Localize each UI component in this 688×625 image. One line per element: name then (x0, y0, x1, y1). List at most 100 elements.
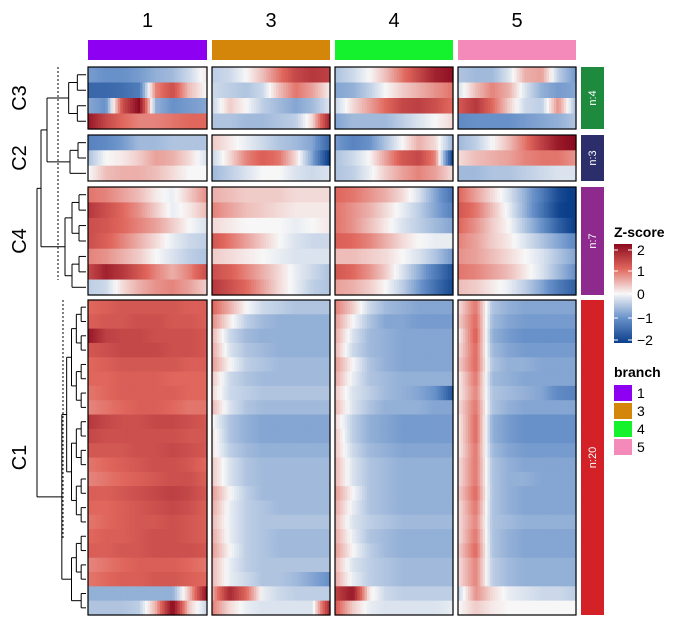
heat-cell (416, 428, 420, 444)
heat-cell (192, 150, 196, 167)
heat-cell (302, 342, 307, 358)
heat-cell (117, 233, 121, 250)
heat-cell (243, 414, 248, 430)
heat-cell (315, 187, 319, 204)
heat-cell (302, 82, 307, 99)
heat-cell (137, 328, 141, 344)
heat-cell (418, 135, 422, 151)
heat-cell (573, 400, 577, 416)
heat-cell (177, 428, 181, 444)
heat-cell (97, 67, 101, 84)
heat-cell (462, 150, 466, 167)
heat-cell (142, 443, 146, 459)
heat-cell (566, 342, 570, 358)
heat-cell (482, 217, 486, 234)
heat-cell (517, 279, 521, 296)
heat-cell (322, 217, 326, 234)
heat-cell (359, 202, 363, 219)
heat-cell (302, 371, 307, 387)
heat-cell (159, 400, 163, 416)
heat-cell (376, 113, 380, 130)
heat-cell (416, 443, 420, 459)
heat-cell (482, 264, 486, 281)
heat-cell (231, 279, 235, 296)
heat-cell (512, 217, 516, 234)
heat-cell (273, 113, 277, 130)
heat-cell (278, 113, 282, 130)
heat-cell (110, 233, 114, 250)
heat-cell (251, 300, 255, 315)
heat-cell (433, 279, 437, 296)
heat-cell (107, 217, 111, 234)
heat-cell (137, 264, 141, 281)
heat-cell (411, 314, 415, 330)
heat-cell (448, 202, 452, 219)
heat-cell (425, 135, 430, 151)
heat-cell (384, 113, 388, 130)
heat-cell (271, 248, 275, 265)
heat-cell (556, 279, 560, 296)
heat-cell (221, 457, 225, 473)
heat-cell (135, 443, 139, 459)
heat-cell (467, 400, 471, 416)
heat-cell (418, 165, 422, 182)
heat-cell (573, 150, 577, 167)
heat-cell (122, 233, 126, 250)
heat-cell (460, 248, 464, 265)
heat-cell (115, 300, 119, 315)
heat-cell (514, 165, 518, 182)
heat-cell (88, 187, 92, 204)
heat-cell (256, 248, 260, 265)
heat-cell (145, 67, 149, 84)
heat-cell (440, 150, 444, 167)
heat-cell (517, 300, 521, 315)
heat-cell (125, 457, 129, 473)
heat-cell (428, 135, 432, 151)
heat-cell (438, 414, 442, 430)
heat-cell (224, 314, 228, 330)
heat-cell (236, 371, 240, 387)
heat-cell (97, 202, 101, 219)
heat-cell (376, 414, 380, 430)
heat-cell (477, 233, 481, 250)
heat-cell (241, 342, 245, 358)
heat-cell (167, 457, 171, 473)
heat-cell (448, 328, 452, 344)
heat-cell (339, 82, 343, 99)
heat-cell (458, 233, 462, 250)
heat-cell (411, 248, 415, 265)
heat-cell (433, 414, 437, 430)
heat-cell (408, 414, 412, 430)
heat-cell (169, 202, 173, 219)
heat-cell (137, 428, 141, 444)
heat-cell (322, 279, 326, 296)
heat-cell (504, 328, 508, 344)
heat-cell (465, 187, 469, 204)
heat-cell (310, 98, 314, 115)
heat-cell (266, 457, 270, 473)
heat-cell (425, 300, 430, 315)
heat-cell (174, 264, 178, 281)
heat-cell (221, 98, 225, 115)
heat-cell (251, 357, 255, 373)
heat-cell (231, 113, 235, 130)
heat-cell (283, 443, 287, 459)
heat-cell (374, 428, 378, 444)
heat-cell (406, 357, 410, 373)
heat-cell (359, 217, 363, 234)
heat-cell (406, 443, 410, 459)
heat-cell (236, 279, 240, 296)
heat-cell (298, 328, 302, 344)
heat-cell (359, 385, 363, 401)
heat-cell (386, 371, 390, 387)
heat-cell (283, 98, 287, 115)
heat-cell (92, 385, 97, 401)
heat-cell (258, 113, 262, 130)
heat-cell (347, 150, 351, 167)
heat-cell (558, 314, 562, 330)
heat-cell (261, 264, 265, 281)
heat-cell (359, 357, 363, 373)
heat-cell (524, 279, 528, 296)
heat-cell (219, 233, 223, 250)
heat-cell (278, 187, 282, 204)
